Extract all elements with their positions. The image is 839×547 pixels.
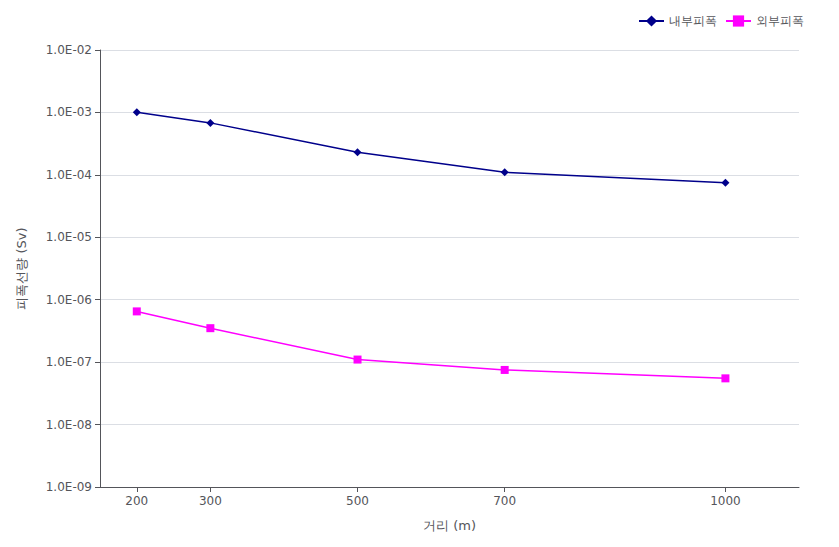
svg-text:1.0E-05: 1.0E-05 — [46, 230, 92, 244]
svg-text:300: 300 — [199, 494, 222, 508]
svg-text:내부피폭: 내부피폭 — [669, 14, 717, 28]
svg-text:500: 500 — [346, 494, 369, 508]
svg-text:거리 (m): 거리 (m) — [423, 518, 476, 533]
svg-text:1.0E-07: 1.0E-07 — [46, 355, 92, 369]
svg-text:200: 200 — [125, 494, 148, 508]
svg-text:1.0E-03: 1.0E-03 — [46, 105, 92, 119]
svg-text:1.0E-08: 1.0E-08 — [46, 418, 92, 432]
svg-text:피폭선량 (Sv): 피폭선량 (Sv) — [14, 227, 29, 309]
svg-text:1000: 1000 — [710, 494, 741, 508]
svg-text:700: 700 — [493, 494, 516, 508]
svg-text:외부피폭: 외부피폭 — [756, 14, 804, 28]
svg-text:1.0E-04: 1.0E-04 — [46, 168, 92, 182]
svg-text:1.0E-09: 1.0E-09 — [46, 480, 92, 494]
svg-text:1.0E-02: 1.0E-02 — [46, 43, 92, 57]
svg-text:1.0E-06: 1.0E-06 — [46, 293, 92, 307]
